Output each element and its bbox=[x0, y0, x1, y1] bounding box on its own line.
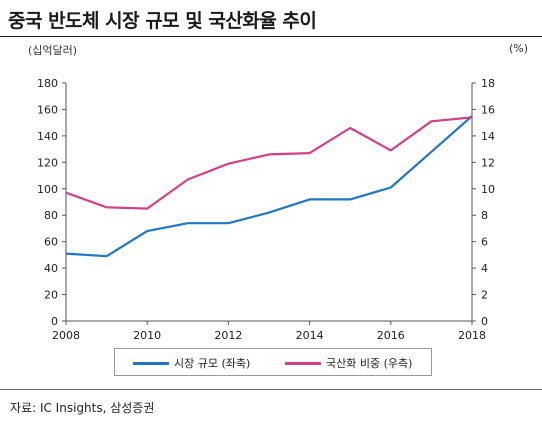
legend-label-market: 시장 규모 (좌축) bbox=[174, 357, 251, 370]
legend-swatch-market bbox=[133, 361, 169, 365]
right-tick-label: 4 bbox=[481, 262, 488, 275]
x-tick-label: 2014 bbox=[296, 329, 324, 342]
right-tick-label: 10 bbox=[481, 183, 495, 196]
left-tick-label: 20 bbox=[44, 289, 58, 302]
x-tick-label: 2016 bbox=[377, 329, 405, 342]
left-axis-unit: (십억달러) bbox=[28, 44, 78, 57]
left-tick-label: 180 bbox=[37, 77, 58, 90]
right-tick-label: 6 bbox=[481, 236, 488, 249]
x-tick-label: 2010 bbox=[133, 329, 161, 342]
source-note: 자료: IC Insights, 삼성증권 bbox=[10, 401, 155, 415]
right-tick-label: 16 bbox=[481, 103, 495, 116]
right-tick-label: 14 bbox=[481, 130, 495, 143]
title-rule bbox=[0, 36, 542, 37]
right-axis-unit: (%) bbox=[508, 42, 528, 55]
left-tick-label: 80 bbox=[44, 209, 58, 222]
right-tick-label: 12 bbox=[481, 156, 495, 169]
legend-item-market: 시장 규모 (좌축) bbox=[133, 355, 250, 371]
left-tick-label: 0 bbox=[51, 315, 58, 328]
legend-label-share: 국산화 비중 (우측) bbox=[326, 357, 413, 370]
right-tick-label: 0 bbox=[481, 315, 488, 328]
chart-title: 중국 반도체 시장 규모 및 국산화율 추이 bbox=[8, 10, 317, 32]
x-tick-label: 2012 bbox=[214, 329, 242, 342]
right-tick-label: 18 bbox=[481, 77, 495, 90]
left-tick-label: 160 bbox=[37, 103, 58, 116]
x-tick-label: 2008 bbox=[52, 329, 80, 342]
right-tick-label: 2 bbox=[481, 289, 488, 302]
legend-swatch-share bbox=[285, 361, 321, 365]
left-tick-label: 140 bbox=[37, 130, 58, 143]
left-tick-label: 120 bbox=[37, 156, 58, 169]
line-chart: 0 20 40 60 80 100 120 140 160 180 0 2 4 6 8 10 12 14 16 18 2… bbox=[37, 77, 495, 342]
legend-item-share: 국산화 비중 (우측) bbox=[285, 355, 412, 371]
right-tick-label: 8 bbox=[481, 209, 488, 222]
chart-legend: 시장 규모 (좌축) 국산화 비중 (우측) bbox=[114, 348, 432, 376]
localization-share-line bbox=[65, 116, 473, 210]
left-tick-label: 40 bbox=[44, 262, 58, 275]
market-size-line bbox=[65, 115, 473, 258]
x-tick-label: 2018 bbox=[458, 329, 486, 342]
left-tick-label: 60 bbox=[44, 236, 58, 249]
left-tick-label: 100 bbox=[37, 183, 58, 196]
source-rule bbox=[0, 389, 542, 390]
